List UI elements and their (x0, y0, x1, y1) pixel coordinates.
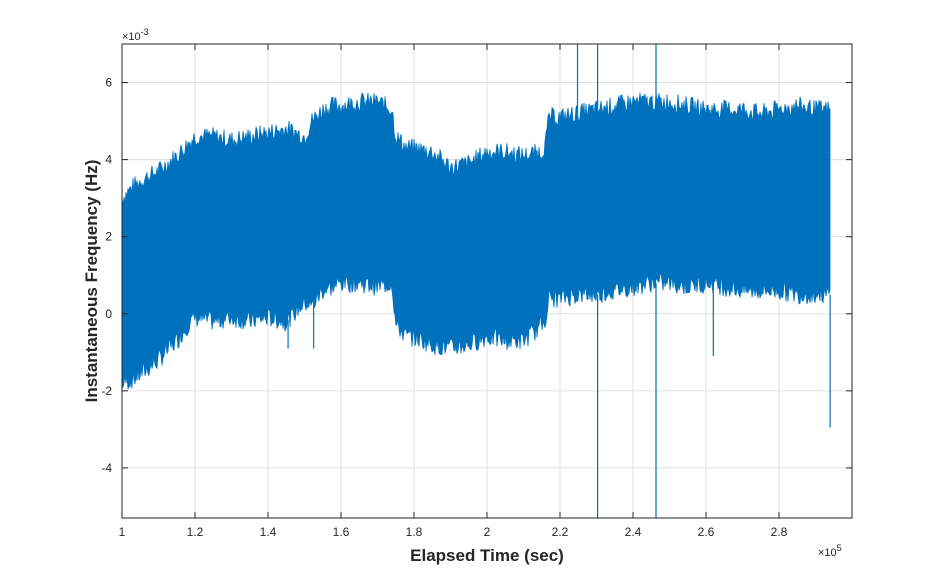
y-multiplier-base: ×10 (122, 31, 141, 43)
y-tick-label: -4 (101, 461, 112, 475)
y-multiplier-exponent: -3 (141, 27, 149, 37)
y-tick-label: -2 (101, 384, 112, 398)
x-multiplier-base: ×10 (818, 547, 837, 559)
x-tick-label: 1 (119, 525, 126, 539)
x-multiplier-exponent: 5 (837, 543, 842, 553)
y-axis-label: Instantaneous Frequency (Hz) (82, 160, 101, 403)
y-tick-label: 4 (105, 153, 112, 167)
y-tick-label: 0 (105, 307, 112, 321)
x-tick-label: 1.6 (333, 525, 350, 539)
data-series (121, 44, 831, 518)
x-axis-ticks: 1 1.2 1.4 1.6 1.8 2 2.2 2.4 2.6 2.8 (119, 44, 788, 539)
x-tick-label: 1.8 (406, 525, 423, 539)
x-axis-label: Elapsed Time (sec) (410, 546, 564, 565)
x-tick-label: 1.4 (260, 525, 277, 539)
y-axis-multiplier: ×10-3 (122, 27, 149, 43)
x-tick-label: 2.2 (552, 525, 569, 539)
x-tick-label: 2.4 (625, 525, 642, 539)
x-tick-label: 2.8 (771, 525, 788, 539)
x-axis-multiplier: ×105 (818, 543, 842, 559)
series-envelope (121, 92, 831, 390)
y-tick-label: 6 (105, 76, 112, 90)
y-axis-ticks: -4 -2 0 2 4 6 (101, 76, 852, 475)
y-tick-label: 2 (105, 230, 112, 244)
x-tick-label: 2 (484, 525, 491, 539)
x-tick-label: 2.6 (698, 525, 715, 539)
x-tick-label: 1.2 (187, 525, 204, 539)
